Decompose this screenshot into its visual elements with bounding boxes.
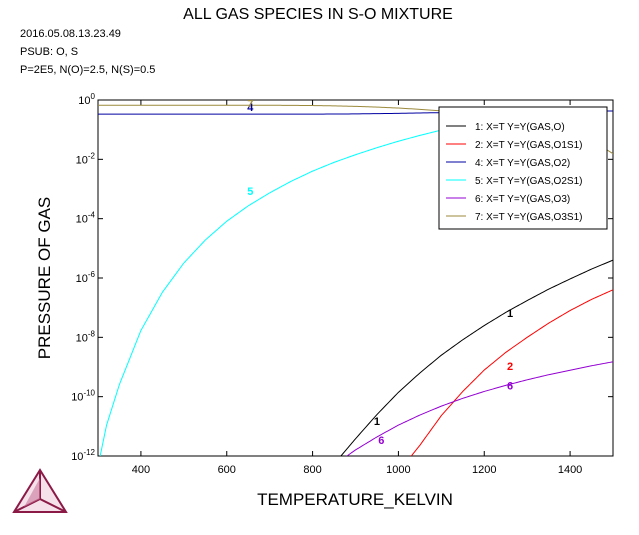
x-tick-label: 1200	[472, 464, 496, 476]
curve-1	[340, 259, 613, 456]
y-tick-label: 10-4	[76, 211, 96, 226]
x-axis-label: TEMPERATURE_KELVIN	[257, 490, 453, 509]
curve-label-5: 5	[247, 186, 253, 198]
psub-line: PSUB: O, S	[20, 46, 78, 58]
y-tick-label: 10-2	[76, 151, 96, 166]
y-tick-label: 10-12	[71, 448, 95, 463]
curve-label-4: 4	[247, 102, 254, 114]
curve-label-1: 1	[507, 308, 513, 320]
legend-box	[438, 106, 608, 230]
x-tick-label: 600	[218, 464, 236, 476]
curve-label-1: 1	[374, 416, 380, 428]
curve-label-7: 7	[247, 99, 253, 111]
legend-entry-1: 1: X=T Y=Y(GAS,O)	[475, 122, 565, 133]
x-tick-label: 1000	[386, 464, 410, 476]
timestamp: 2016.05.08.13.23.49	[20, 28, 121, 40]
x-tick-label: 400	[132, 464, 150, 476]
curve-label-6: 6	[507, 380, 513, 392]
y-tick-label: 10-10	[71, 389, 95, 404]
axis-ticks: 400 600 800 1000 1200 1400 100 10-2 10-4 10-6 10-8…	[71, 92, 613, 476]
legend: 1: X=T Y=Y(GAS,O) 2: X=T Y=Y(GAS,O1S1) 4: …	[438, 106, 608, 230]
curve-label-6: 6	[378, 435, 384, 447]
curve-2	[410, 289, 613, 456]
y-tick-label: 10-8	[76, 329, 96, 344]
y-tick-label: 100	[78, 92, 95, 107]
legend-entry-7: 7: X=T Y=Y(GAS,O3S1)	[475, 212, 582, 223]
curve-label-2: 2	[507, 361, 513, 373]
legend-entry-2: 2: X=T Y=Y(GAS,O1S1)	[475, 140, 582, 151]
x-tick-label: 800	[303, 464, 321, 476]
curve-5	[99, 117, 506, 456]
legend-entry-6: 6: X=T Y=Y(GAS,O3)	[475, 194, 570, 205]
chart-title: ALL GAS SPECIES IN S-O MIXTURE	[183, 6, 453, 23]
legend-entry-4: 4: X=T Y=Y(GAS,O2)	[475, 158, 570, 169]
x-tick-label: 1400	[558, 464, 582, 476]
y-axis-label: PRESSURE OF GAS	[35, 197, 54, 359]
y-tick-label: 10-6	[76, 270, 96, 285]
curve-6	[346, 361, 613, 456]
legend-entry-5: 5: X=T Y=Y(GAS,O2S1)	[475, 176, 582, 187]
thermo-calc-logo	[12, 468, 68, 513]
conditions-line: P=2E5, N(O)=2.5, N(S)=0.5	[20, 64, 155, 76]
